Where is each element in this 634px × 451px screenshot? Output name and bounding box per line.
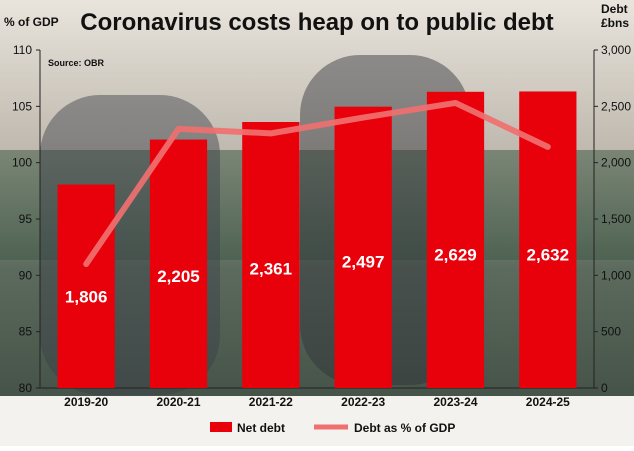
right-tick-label: 2,000 (601, 156, 631, 170)
left-tick-label: 95 (19, 212, 33, 226)
bar-value-label: 2,632 (527, 246, 570, 265)
legend-label-debt-pct: Debt as % of GDP (354, 421, 455, 435)
bar-series-net-debt (57, 91, 577, 389)
legend: Net debt Debt as % of GDP (210, 421, 455, 435)
bar-value-label: 2,497 (342, 252, 385, 271)
bar-value-label: 1,806 (65, 287, 108, 306)
left-axis-label: % of GDP (4, 15, 59, 29)
line-point (178, 128, 179, 130)
left-tick-label: 100 (12, 156, 32, 170)
x-tick-label: 2023-24 (433, 395, 477, 409)
right-axis-label-line1: Debt (601, 2, 628, 16)
bar-value-label: 2,361 (250, 259, 293, 278)
right-tick-label: 3,000 (601, 43, 631, 57)
left-tick-label: 110 (13, 43, 32, 57)
line-point (270, 132, 272, 134)
bar-net-debt (57, 184, 115, 388)
left-tick-label: 105 (12, 99, 32, 113)
line-point (85, 263, 87, 265)
line-series-debt-pct-gdp (83, 99, 551, 268)
right-tick-label: 0 (601, 381, 608, 395)
x-tick-label: 2021-22 (249, 395, 293, 409)
left-tick-label: 90 (19, 268, 33, 282)
line-point (455, 102, 456, 104)
right-tick-label: 2,500 (601, 99, 631, 113)
x-tick-label: 2019-20 (64, 395, 108, 409)
source-note: Source: OBR (48, 58, 105, 68)
bar-value-label: 2,205 (157, 267, 200, 286)
bar-net-debt (242, 121, 300, 388)
legend-label-net-debt: Net debt (237, 421, 285, 435)
right-tick-label: 500 (601, 325, 621, 339)
chart-title: Coronavirus costs heap on to public debt (80, 9, 553, 36)
line-debt-pct-gdp (83, 99, 551, 268)
line-point (547, 146, 549, 148)
bar-value-label: 2,629 (434, 246, 477, 265)
legend-swatch-net-debt (210, 422, 232, 432)
x-tick-label: 2024-25 (526, 395, 570, 409)
left-tick-label: 80 (19, 381, 33, 395)
x-tick-label: 2022-23 (341, 395, 385, 409)
x-axis-tick-labels: 2019-20 2020-21 2021-22 2022-23 2023-24 2024-… (64, 395, 570, 409)
bar-net-debt (426, 91, 485, 389)
right-tick-label: 1,000 (601, 268, 631, 282)
line-point (362, 117, 364, 119)
x-tick-label: 2020-21 (156, 395, 200, 409)
right-axis-ticks: 0 500 1,000 1,500 2,000 2,500 3,000 (594, 43, 631, 395)
bar-net-debt (149, 139, 208, 388)
right-axis-label-line2: £bns (601, 16, 629, 30)
left-tick-label: 85 (19, 325, 33, 339)
bar-net-debt (334, 106, 392, 389)
bar-data-labels: 1,806 2,205 2,361 2,497 2,629 2,632 (65, 246, 569, 307)
right-tick-label: 1,500 (601, 212, 631, 226)
left-axis-ticks: 80 85 90 95 100 105 110 (12, 43, 40, 395)
legend-strip (0, 396, 634, 446)
